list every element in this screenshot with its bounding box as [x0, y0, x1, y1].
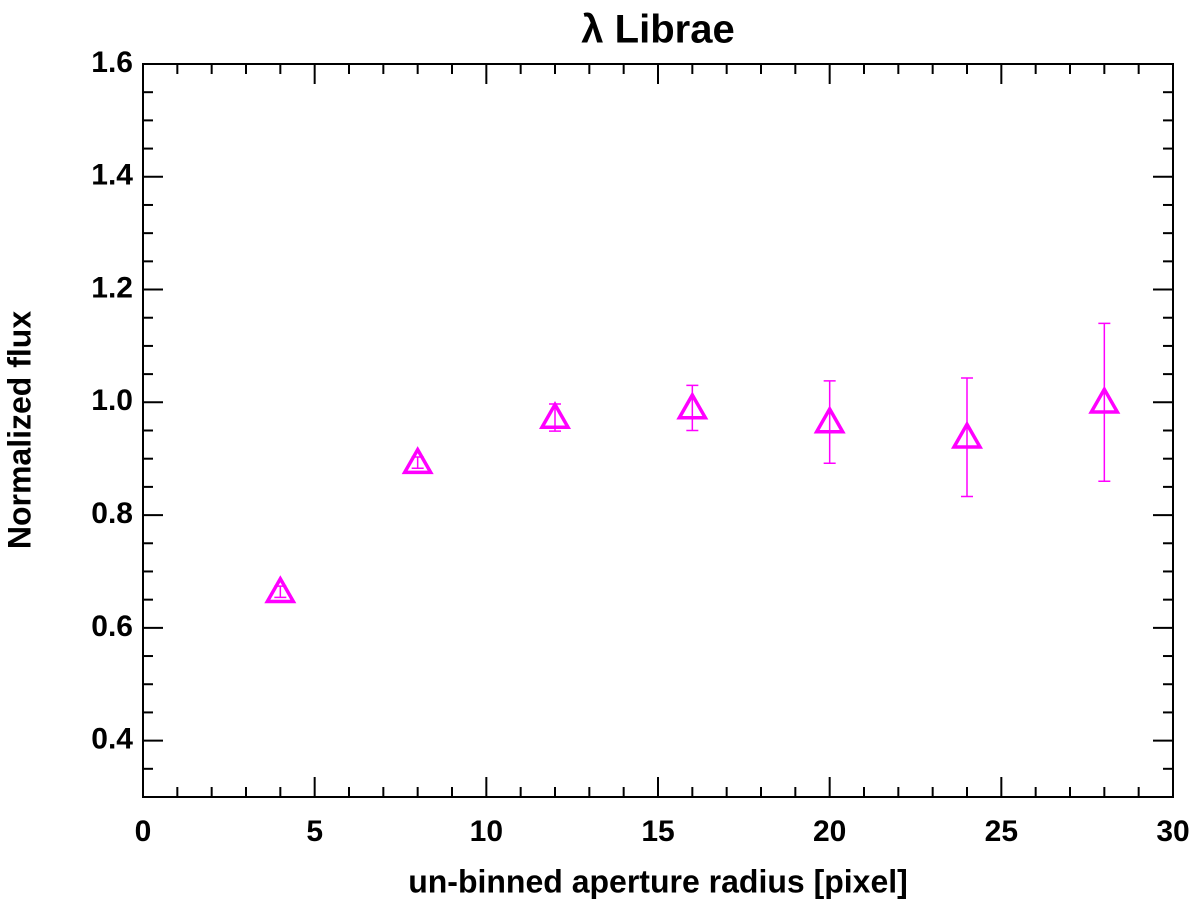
data-point — [676, 391, 709, 420]
error-bar — [823, 380, 836, 464]
y-tick-label: 1.0 — [91, 384, 133, 417]
x-axis-label: un-binned aperture radius [pixel] — [408, 863, 908, 899]
data-point — [401, 446, 434, 475]
data-point — [813, 405, 846, 434]
y-tick-label: 1.6 — [91, 46, 133, 79]
data-point — [950, 420, 984, 449]
chart-title: λ Librae — [581, 8, 734, 52]
y-tick-label: 1.2 — [91, 271, 133, 304]
y-tick-label: 1.4 — [91, 159, 133, 192]
x-tick-label: 15 — [641, 815, 674, 848]
x-tick-label: 10 — [470, 815, 503, 848]
y-tick-label: 0.6 — [91, 610, 133, 643]
data-point — [1088, 385, 1121, 414]
y-tick-label: 0.4 — [91, 723, 133, 756]
error-bar — [961, 377, 973, 498]
y-axis-label: Normalized flux — [1, 311, 37, 549]
x-tick-label: 25 — [985, 815, 1018, 848]
x-tick-label: 0 — [135, 815, 152, 848]
y-tick-label: 0.8 — [91, 497, 133, 530]
x-tick-label: 20 — [813, 815, 846, 848]
error-bar — [1098, 322, 1111, 482]
data-point — [264, 575, 297, 604]
x-tick-label: 5 — [306, 815, 323, 848]
x-tick-label: 30 — [1156, 815, 1189, 848]
data-point — [538, 401, 572, 430]
plot-frame — [142, 63, 1174, 798]
